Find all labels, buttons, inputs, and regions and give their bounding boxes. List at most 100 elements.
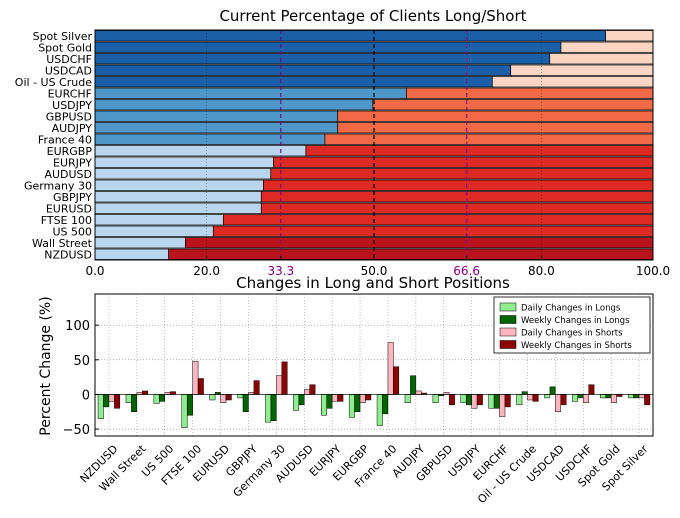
short-bar — [185, 237, 654, 249]
change-bar — [354, 394, 361, 413]
change-bar — [225, 394, 232, 401]
change-bar — [125, 394, 132, 404]
change-bar — [326, 394, 333, 409]
short-bar — [560, 41, 654, 53]
change-bar — [304, 389, 310, 395]
change-bar — [600, 394, 606, 399]
category-label: Germany 30 — [24, 179, 92, 192]
y-tick-label: 0 — [82, 388, 90, 403]
change-bar — [577, 394, 584, 399]
change-bar — [527, 394, 534, 401]
category-label: USDCHF — [46, 53, 92, 66]
change-bar — [627, 394, 634, 399]
category-label: EURUSD — [46, 202, 92, 215]
change-bar — [309, 384, 316, 395]
change-bar — [108, 394, 115, 402]
x-tick-label: 66.6 — [453, 264, 480, 278]
change-bar — [237, 394, 244, 399]
change-bar — [281, 361, 288, 395]
change-bar — [465, 394, 472, 406]
long-bar — [94, 87, 407, 99]
change-bar — [549, 386, 556, 395]
short-bar — [260, 191, 654, 203]
short-bar — [406, 87, 654, 99]
long-bar — [94, 248, 170, 260]
change-bar — [186, 394, 193, 416]
short-bar — [549, 53, 654, 65]
legend-label: Daily Changes in Shorts — [521, 329, 623, 339]
category-label: USDJPY — [52, 99, 92, 112]
change-bar — [248, 392, 255, 395]
plot-frame — [94, 293, 654, 437]
category-label: France 40 — [38, 133, 92, 146]
change-bar — [103, 394, 110, 408]
change-bar — [432, 394, 439, 404]
change-bar — [588, 384, 595, 395]
short-bar — [222, 214, 654, 226]
change-bar — [270, 394, 277, 422]
short-bar — [273, 156, 654, 168]
short-bar — [337, 122, 654, 134]
change-bar — [583, 394, 589, 404]
short-bar — [260, 202, 654, 214]
change-bar — [142, 390, 148, 395]
change-bar — [415, 390, 422, 395]
legend-label: Weekly Changes in Longs — [521, 316, 630, 326]
change-bar — [331, 394, 338, 402]
change-bar — [555, 394, 562, 413]
category-label: US 500 — [52, 225, 92, 238]
change-bar — [644, 394, 651, 406]
long-short-bar-chart: Current Percentage of Clients Long/Short… — [15, 7, 670, 278]
short-bar — [168, 248, 654, 260]
long-bar — [94, 53, 551, 65]
short-bar — [212, 225, 654, 237]
change-bar — [192, 360, 199, 395]
change-bar — [638, 394, 645, 399]
short-bar — [337, 110, 654, 122]
legend-swatch — [499, 315, 517, 324]
long-bar — [94, 225, 214, 237]
changes-bar-chart: Changes in Long and Short Positions Perc… — [38, 274, 654, 506]
long-bar — [94, 30, 606, 42]
long-bar — [94, 64, 512, 76]
category-label: Oil - US Crude — [15, 76, 92, 89]
legend-swatch — [499, 340, 517, 349]
category-label: AUDJPY — [52, 122, 93, 135]
category-label: EURCHF — [48, 87, 92, 100]
change-bar — [131, 394, 138, 413]
change-bar — [410, 375, 417, 395]
change-bar — [181, 394, 188, 428]
change-bar — [633, 394, 640, 399]
category-label: Wall Street — [32, 237, 93, 250]
change-bar — [136, 392, 143, 395]
long-bar — [94, 41, 562, 53]
change-bar — [504, 394, 511, 408]
change-bar — [321, 394, 327, 416]
change-bar — [471, 394, 478, 409]
short-bar — [605, 30, 654, 42]
long-bar — [94, 133, 326, 145]
change-bar — [610, 394, 617, 404]
legend-swatch — [499, 327, 517, 337]
change-bar — [114, 394, 121, 409]
change-bar — [516, 394, 523, 406]
change-bar — [348, 394, 355, 418]
y-tick-label: −50 — [63, 423, 90, 438]
long-bar — [94, 99, 374, 111]
change-bar — [276, 375, 283, 395]
x-tick-label: 50.0 — [361, 264, 388, 278]
change-bar — [605, 394, 612, 399]
change-bar — [499, 394, 506, 417]
short-bar — [510, 64, 654, 76]
change-bar — [387, 342, 394, 395]
change-bar — [448, 394, 455, 406]
category-label: FTSE 100 — [41, 214, 92, 227]
change-bar — [404, 394, 411, 404]
long-bar — [94, 214, 224, 226]
short-bar — [263, 179, 654, 191]
long-bar — [94, 179, 264, 191]
x-tick-label: 80.0 — [528, 264, 555, 278]
change-bar — [544, 394, 551, 399]
change-bar — [560, 394, 567, 406]
